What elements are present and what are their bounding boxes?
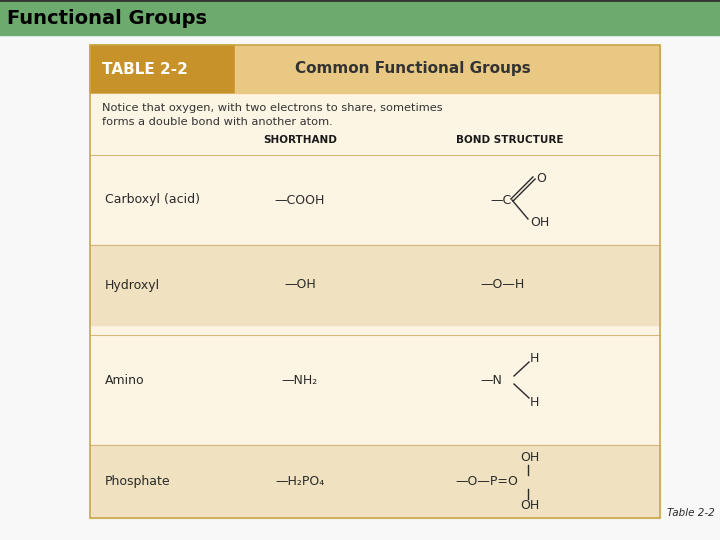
Text: —OH: —OH: [284, 279, 316, 292]
Text: —O—H: —O—H: [480, 279, 524, 292]
Text: OH: OH: [520, 451, 539, 464]
Bar: [90, 45, 660, 518]
Text: Functional Groups: Functional Groups: [7, 9, 207, 28]
Bar: [90, 445, 660, 518]
Text: forms a double bond with another atom.: forms a double bond with another atom.: [102, 117, 333, 127]
Text: —C: —C: [490, 193, 511, 206]
Bar: [90, 335, 660, 425]
Text: TABLE 2-2: TABLE 2-2: [102, 62, 188, 77]
Text: Phosphate: Phosphate: [105, 475, 171, 488]
Text: BOND STRUCTURE: BOND STRUCTURE: [456, 135, 564, 145]
Text: O: O: [536, 172, 546, 185]
Polygon shape: [90, 45, 265, 93]
Bar: [90, 155, 660, 245]
Text: —N: —N: [480, 374, 502, 387]
Bar: [90, 45, 660, 518]
Text: H: H: [530, 395, 539, 408]
Text: Common Functional Groups: Common Functional Groups: [295, 62, 531, 77]
Text: SHORTHAND: SHORTHAND: [263, 135, 337, 145]
Text: —O—P=O: —O—P=O: [455, 475, 518, 488]
Text: Amino: Amino: [105, 374, 145, 387]
Polygon shape: [235, 45, 660, 93]
Text: Carboxyl (acid): Carboxyl (acid): [105, 193, 200, 206]
Text: OH: OH: [520, 499, 539, 512]
Bar: [0, 0, 720, 35]
Bar: [90, 245, 660, 325]
Text: —COOH: —COOH: [275, 193, 325, 206]
Text: Notice that oxygen, with two electrons to share, sometimes: Notice that oxygen, with two electrons t…: [102, 103, 443, 113]
Bar: [90, 93, 660, 148]
Text: —NH₂: —NH₂: [282, 374, 318, 387]
Text: —H₂PO₄: —H₂PO₄: [275, 475, 325, 488]
Text: H: H: [530, 352, 539, 365]
Text: Table 2-2: Table 2-2: [667, 508, 715, 518]
Text: OH: OH: [530, 215, 549, 228]
Text: Hydroxyl: Hydroxyl: [105, 279, 160, 292]
